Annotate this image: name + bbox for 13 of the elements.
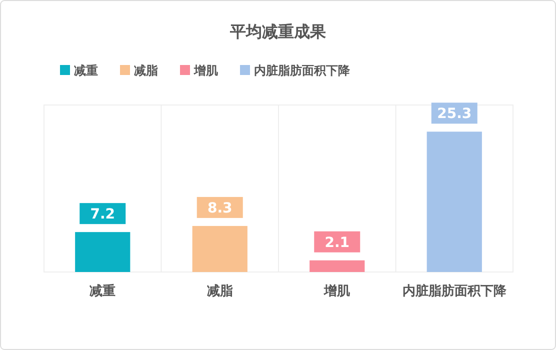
x-tick-label: 减脂 <box>206 284 233 299</box>
data-label: 2.1 <box>324 234 350 251</box>
x-tick-label: 增肌 <box>323 284 350 299</box>
legend-label: 增肌 <box>193 64 218 78</box>
data-label: 8.3 <box>207 200 232 216</box>
legend-label: 减重 <box>74 64 98 78</box>
x-tick-label: 内脏脂肪面积下降 <box>402 283 508 299</box>
legend-label: 减脂 <box>134 64 158 78</box>
chart-title: 平均减重成果 <box>229 22 327 41</box>
legend-label: 内脏脂肪面积下降 <box>254 64 351 78</box>
x-tick-label: 减重 <box>90 283 116 299</box>
data-label: 7.2 <box>90 206 116 223</box>
data-label: 25.3 <box>437 106 472 122</box>
